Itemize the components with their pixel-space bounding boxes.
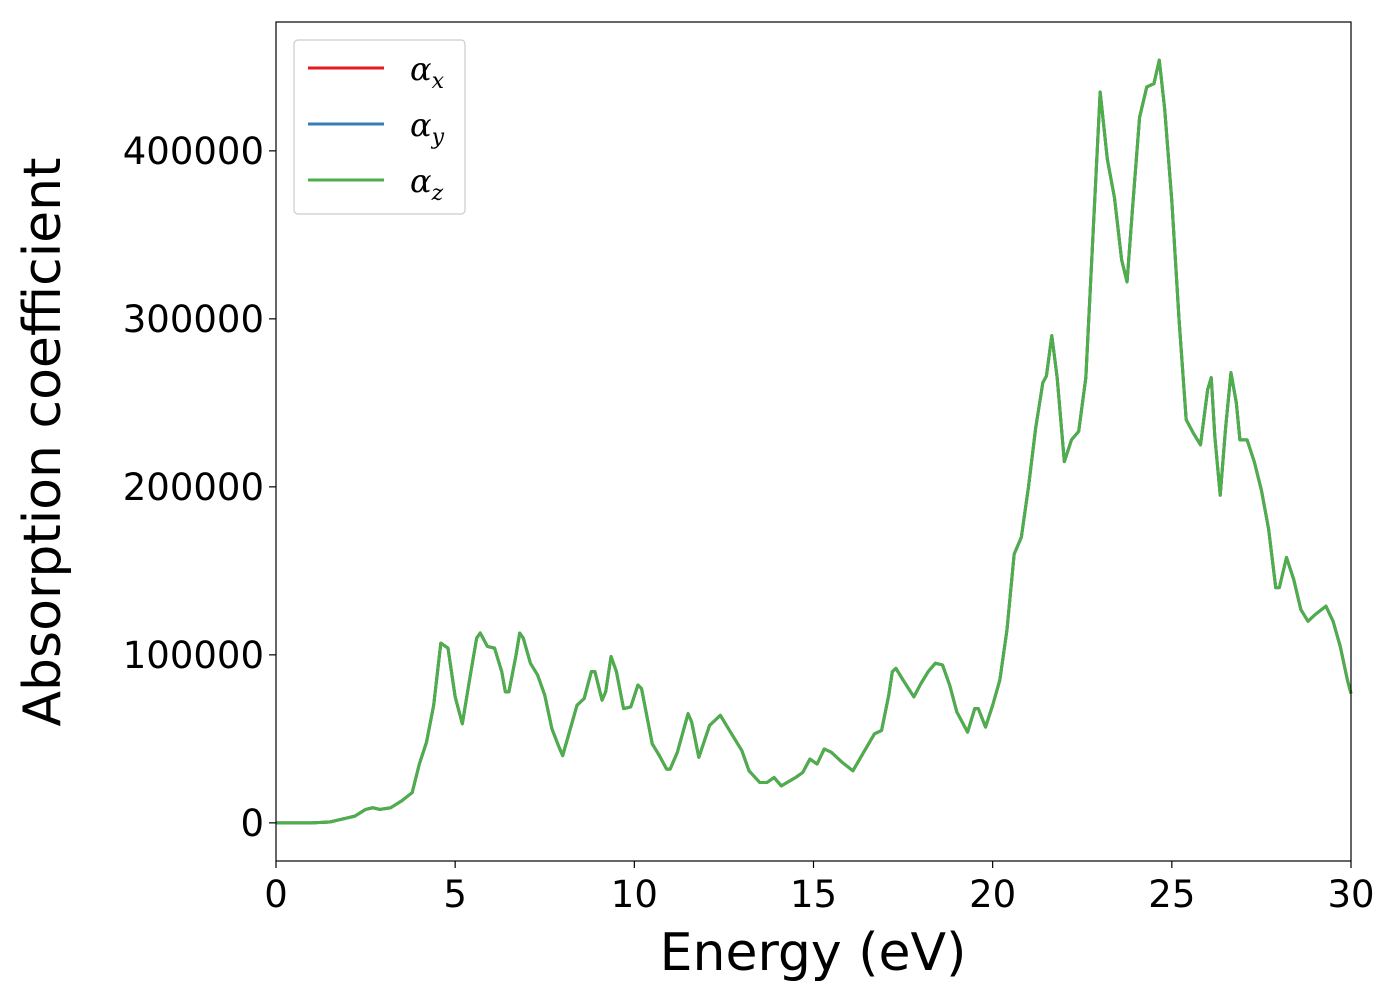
x-axis-label: Energy (eV) bbox=[660, 923, 967, 983]
x-tick-label: 15 bbox=[790, 873, 837, 916]
y-tick-label: 200000 bbox=[123, 466, 264, 509]
legend: αx αy αz bbox=[293, 39, 466, 215]
x-tick-label: 10 bbox=[611, 873, 658, 916]
x-tick-label: 25 bbox=[1148, 873, 1195, 916]
legend-box bbox=[293, 39, 466, 215]
legend-label: αz bbox=[410, 162, 444, 206]
x-tick-label: 20 bbox=[969, 873, 1016, 916]
plot-frame bbox=[275, 21, 1352, 862]
y-axis-label: Absorption coefficient bbox=[13, 157, 73, 726]
y-tick-label: 0 bbox=[240, 802, 264, 845]
x-tick-label: 0 bbox=[264, 873, 288, 916]
y-tick-label: 300000 bbox=[123, 298, 264, 341]
legend-label: αx bbox=[410, 50, 445, 94]
series-line bbox=[276, 58, 1353, 825]
x-tick-label: 30 bbox=[1327, 873, 1374, 916]
y-tick-label: 100000 bbox=[123, 634, 264, 677]
legend-label: αy bbox=[410, 106, 445, 150]
y-tick-label: 400000 bbox=[123, 130, 264, 173]
x-tick-label: 5 bbox=[443, 873, 467, 916]
